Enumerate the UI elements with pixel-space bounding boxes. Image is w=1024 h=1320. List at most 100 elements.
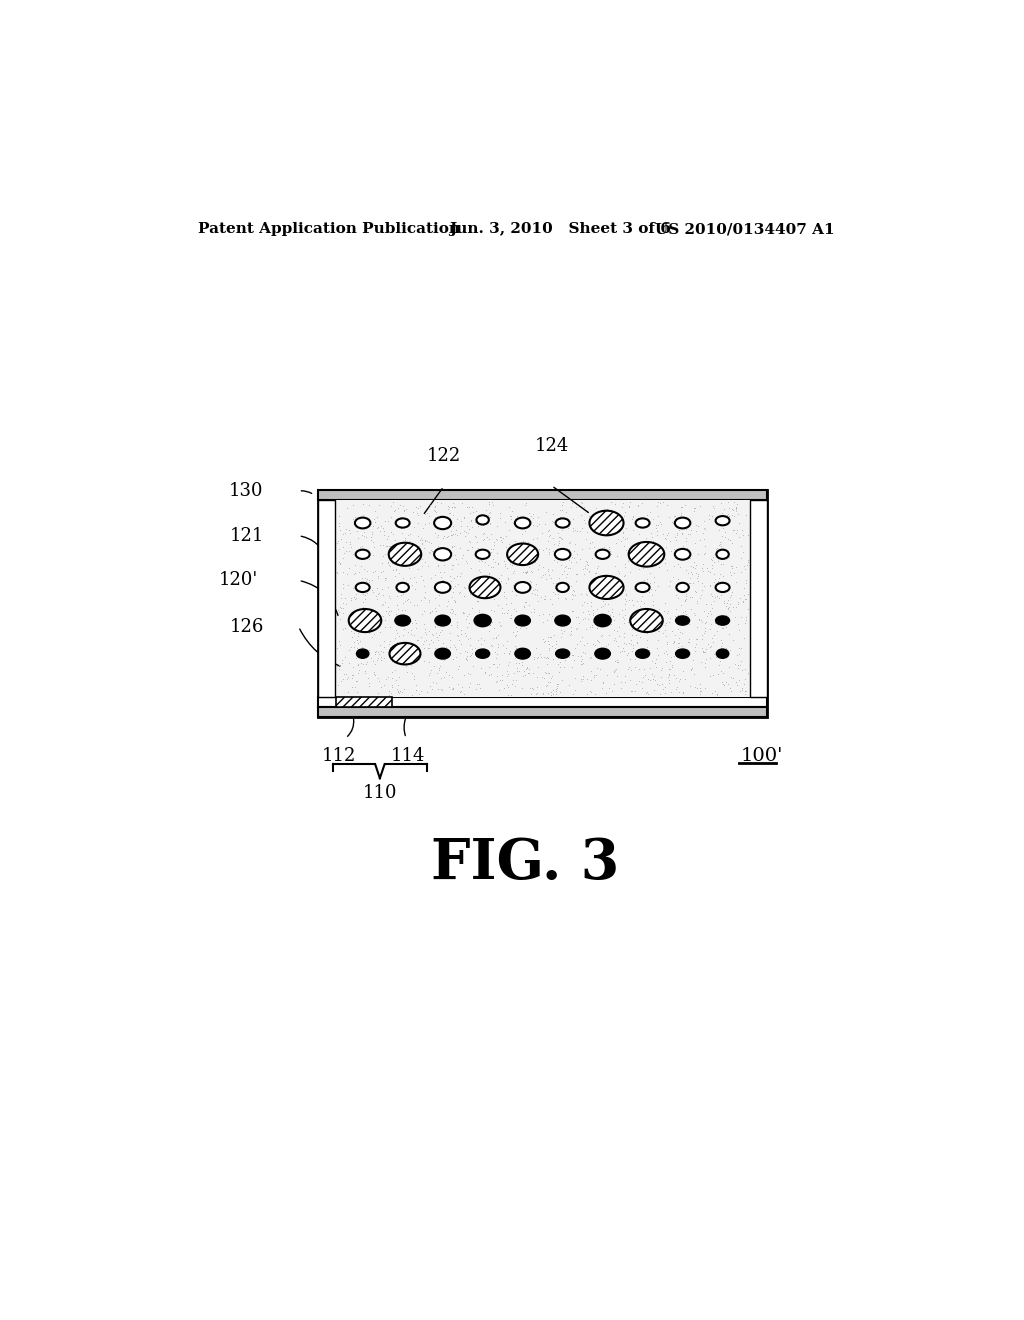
Point: [416, 638, 432, 659]
Point: [434, 570, 451, 591]
Point: [564, 585, 581, 606]
Point: [502, 640, 518, 661]
Point: [356, 643, 373, 664]
Point: [444, 554, 461, 576]
Point: [417, 529, 433, 550]
Point: [712, 520, 728, 541]
Point: [460, 521, 476, 543]
Point: [396, 528, 413, 549]
Point: [490, 634, 507, 655]
Point: [599, 504, 615, 525]
Point: [485, 539, 502, 560]
Point: [646, 652, 663, 673]
Point: [473, 628, 489, 649]
Point: [486, 578, 503, 599]
Point: [688, 616, 705, 638]
Point: [459, 496, 475, 517]
Point: [736, 627, 753, 648]
Point: [445, 496, 462, 517]
Point: [649, 644, 666, 665]
Point: [474, 643, 490, 664]
Point: [688, 513, 705, 535]
Point: [425, 499, 441, 520]
Point: [353, 652, 370, 673]
Point: [473, 549, 489, 570]
Point: [584, 614, 600, 635]
Point: [358, 581, 375, 602]
Point: [608, 630, 625, 651]
Point: [606, 610, 623, 631]
Point: [606, 649, 623, 671]
Point: [529, 558, 546, 579]
Point: [696, 528, 713, 549]
Point: [509, 660, 525, 681]
Point: [509, 657, 525, 678]
Point: [503, 508, 519, 529]
Point: [367, 537, 383, 558]
Point: [398, 537, 415, 558]
Point: [606, 627, 623, 648]
Point: [425, 540, 441, 561]
Point: [518, 659, 535, 680]
Point: [423, 532, 439, 553]
Point: [408, 616, 424, 638]
Point: [373, 645, 389, 667]
Point: [521, 663, 538, 684]
Point: [647, 669, 664, 690]
Point: [435, 649, 452, 671]
Point: [571, 520, 588, 541]
Point: [337, 616, 353, 638]
Point: [362, 529, 379, 550]
Point: [678, 560, 694, 581]
Point: [437, 607, 454, 628]
Point: [396, 529, 413, 550]
Point: [582, 533, 598, 554]
Point: [462, 635, 478, 656]
Point: [682, 568, 698, 589]
Point: [696, 576, 713, 597]
Point: [525, 599, 542, 620]
Point: [523, 561, 540, 582]
Point: [589, 657, 605, 678]
Point: [332, 553, 348, 574]
Point: [431, 622, 447, 643]
Point: [686, 664, 702, 685]
Point: [596, 508, 612, 529]
Point: [657, 642, 674, 663]
Point: [426, 495, 442, 516]
Point: [501, 496, 517, 517]
Point: [662, 531, 678, 552]
Point: [384, 661, 400, 682]
Point: [427, 616, 443, 638]
Point: [540, 682, 556, 704]
Point: [389, 545, 406, 566]
Point: [471, 601, 487, 622]
Point: [416, 537, 432, 558]
Point: [510, 612, 526, 634]
Point: [442, 614, 459, 635]
Point: [353, 599, 370, 620]
Point: [697, 656, 714, 677]
Point: [499, 602, 515, 623]
Point: [427, 638, 443, 659]
Point: [522, 602, 539, 623]
Point: [390, 675, 407, 696]
Point: [333, 598, 349, 619]
Point: [398, 577, 415, 598]
Point: [727, 607, 743, 628]
Ellipse shape: [556, 519, 569, 528]
Point: [382, 682, 398, 704]
Point: [348, 520, 365, 541]
Point: [616, 665, 633, 686]
Point: [547, 583, 563, 605]
Point: [353, 568, 370, 589]
Point: [697, 638, 714, 659]
Point: [631, 659, 647, 680]
Point: [657, 620, 674, 642]
Point: [610, 528, 627, 549]
Point: [410, 512, 426, 533]
Point: [564, 589, 581, 610]
Point: [421, 495, 437, 516]
Point: [457, 578, 473, 599]
Point: [607, 556, 624, 577]
